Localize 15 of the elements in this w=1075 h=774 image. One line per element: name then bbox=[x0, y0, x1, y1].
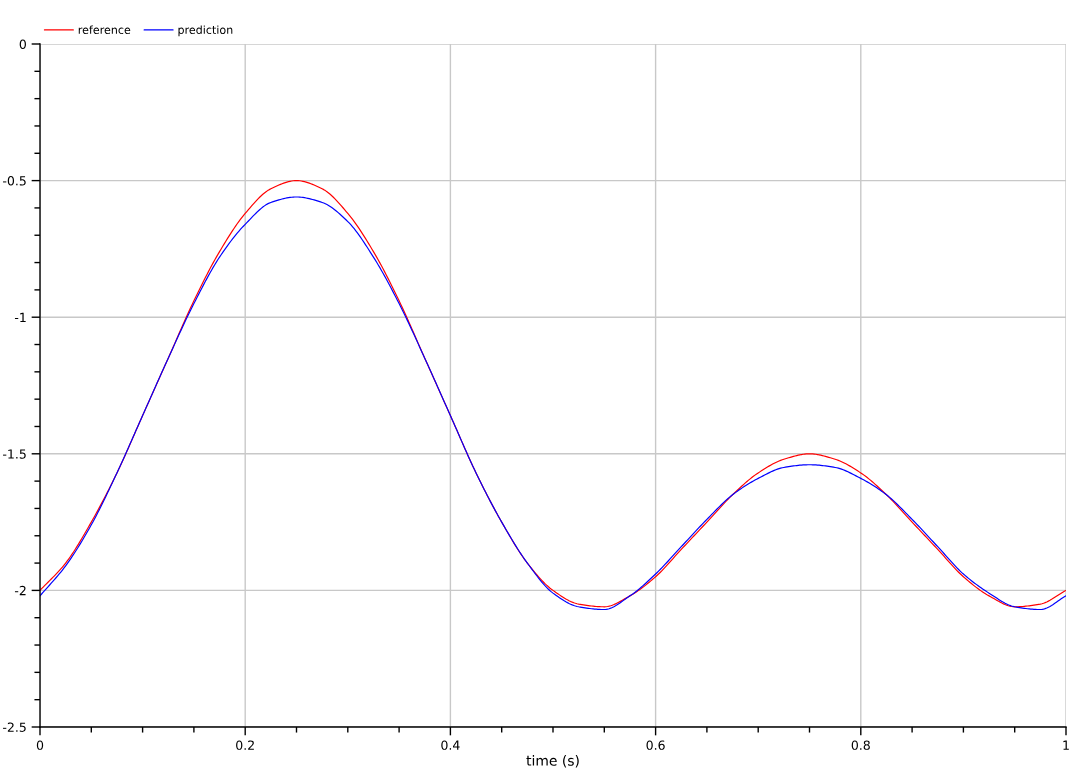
x-tick-label: 0.8 bbox=[851, 740, 870, 750]
y-tick-label: -1 bbox=[14, 312, 26, 322]
x-tick-label: 0 bbox=[36, 740, 44, 750]
y-tick-label: 0 bbox=[19, 39, 26, 49]
x-axis-title: time (s) bbox=[526, 755, 579, 768]
y-tick-label: -2.5 bbox=[3, 722, 26, 732]
legend-label: reference bbox=[78, 25, 131, 34]
x-tick-label: 0.6 bbox=[646, 740, 665, 750]
y-tick-label: -2 bbox=[14, 585, 26, 596]
y-tick-label: -1.5 bbox=[3, 449, 26, 459]
x-tick-label: 1 bbox=[1063, 740, 1069, 750]
legend-label: prediction bbox=[178, 25, 233, 37]
x-tick-label: 0.4 bbox=[441, 740, 460, 750]
x-tick-label: 0.2 bbox=[236, 740, 254, 750]
y-tick-label: -0.5 bbox=[3, 176, 26, 186]
